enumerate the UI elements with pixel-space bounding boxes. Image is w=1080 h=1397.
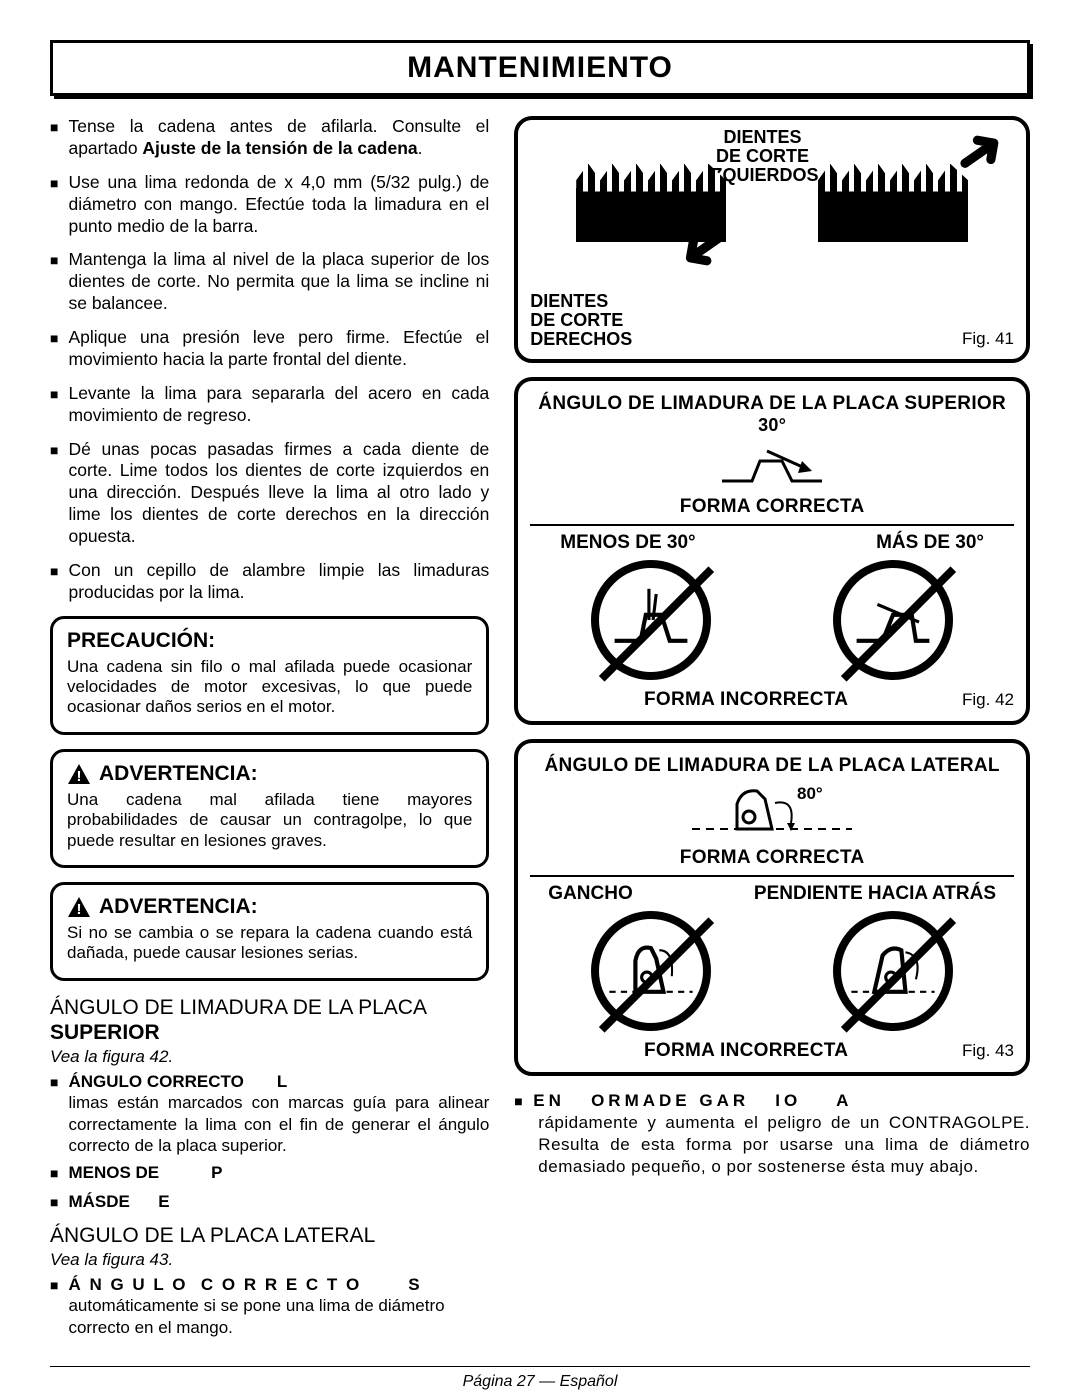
prohibit-icon: [833, 911, 953, 1031]
fig41-label-top: DIENTESDE CORTEIZQUIERDOS: [706, 128, 818, 185]
caution-box: PRECAUCIÓN: Una cadena sin filo o mal af…: [50, 616, 489, 735]
svg-text:!: !: [77, 901, 82, 918]
right-column: DIENTESDE CORTEIZQUIERDOS ➜ ➜ DIENTESDE …: [514, 116, 1030, 1348]
svg-text:!: !: [77, 768, 82, 785]
prohibit-icon: [833, 560, 953, 680]
fig42-correct-label: FORMA CORRECTA: [530, 496, 1014, 518]
fig42-correct-diagram: [530, 436, 1014, 496]
section1-title: ÁNGULO DE LIMADURA DE LA PLACA SUPERIOR: [50, 995, 489, 1045]
section2-list: ■Á N G U L O C O R R E C T O Sautomática…: [50, 1274, 489, 1338]
fig43-incorrect-label: FORMA INCORRECTA: [530, 1040, 962, 1062]
fig43-correct-label: FORMA CORRECTA: [530, 847, 1014, 869]
warning-title-2: ! ADVERTENCIA:: [67, 895, 472, 919]
page-header: MANTENIMIENTO: [50, 40, 1030, 96]
prohibit-icon: [591, 560, 711, 680]
fig42-title: ÁNGULO DE LIMADURA DE LA PLACA SUPERIOR: [530, 393, 1014, 415]
warning-box-2: ! ADVERTENCIA: Si no se cambia o se repa…: [50, 882, 489, 981]
prohibit-icon: [591, 911, 711, 1031]
left-column: ■Tense la cadena antes de afilarla. Cons…: [50, 116, 489, 1348]
section2-title: ÁNGULO DE LA PLACA LATERAL: [50, 1223, 489, 1248]
fig42-incorrect-label: FORMA INCORRECTA: [530, 689, 962, 711]
fig43-correct-diagram: 80°: [530, 777, 1014, 847]
fig43-caption: Fig. 43: [962, 1041, 1014, 1061]
section1-ref: Vea la figura 42.: [50, 1047, 489, 1067]
caution-title: PRECAUCIÓN:: [67, 629, 472, 653]
fig43-right-label: PENDIENTE HACIA ATRÁS: [754, 883, 996, 905]
fig43-title: ÁNGULO DE LIMADURA DE LA PLACA LATERAL: [530, 755, 1014, 777]
fig41-caption: Fig. 41: [962, 329, 1014, 349]
figure-43: ÁNGULO DE LIMADURA DE LA PLACA LATERAL 8…: [514, 739, 1030, 1076]
warning-body-2: Si no se cambia o se repara la cadena cu…: [67, 923, 472, 964]
warning-title-1: ! ADVERTENCIA:: [67, 762, 472, 786]
warning-box-1: ! ADVERTENCIA: Una cadena mal afilada ti…: [50, 749, 489, 868]
fig42-caption: Fig. 42: [962, 690, 1014, 710]
bullet-list: ■Tense la cadena antes de afilarla. Cons…: [50, 116, 489, 604]
right-bottom-text: ■EN ORMADE GAR IO A rápidamente y aument…: [514, 1090, 1030, 1178]
fig43-left-label: GANCHO: [548, 883, 632, 905]
page-footer: Página 27 — Español: [50, 1366, 1030, 1391]
svg-text:80°: 80°: [797, 784, 823, 803]
warning-body-1: Una cadena mal afilada tiene mayores pro…: [67, 790, 472, 851]
section1-list: ■ÁNGULO CORRECTO Llimas están marcados c…: [50, 1071, 489, 1213]
figure-42: ÁNGULO DE LIMADURA DE LA PLACA SUPERIOR …: [514, 377, 1030, 725]
fig41-label-bottom: DIENTESDE CORTEDERECHOS: [530, 292, 632, 349]
caution-body: Una cadena sin filo o mal afilada puede …: [67, 657, 472, 718]
warning-icon: !: [67, 763, 91, 785]
fig42-deg: 30°: [530, 415, 1014, 436]
section2-ref: Vea la figura 43.: [50, 1250, 489, 1270]
warning-icon: !: [67, 896, 91, 918]
fig42-more-label: MÁS DE 30°: [876, 532, 984, 554]
figure-41: DIENTESDE CORTEIZQUIERDOS ➜ ➜ DIENTESDE …: [514, 116, 1030, 363]
fig42-less-label: MENOS DE 30°: [560, 532, 695, 554]
